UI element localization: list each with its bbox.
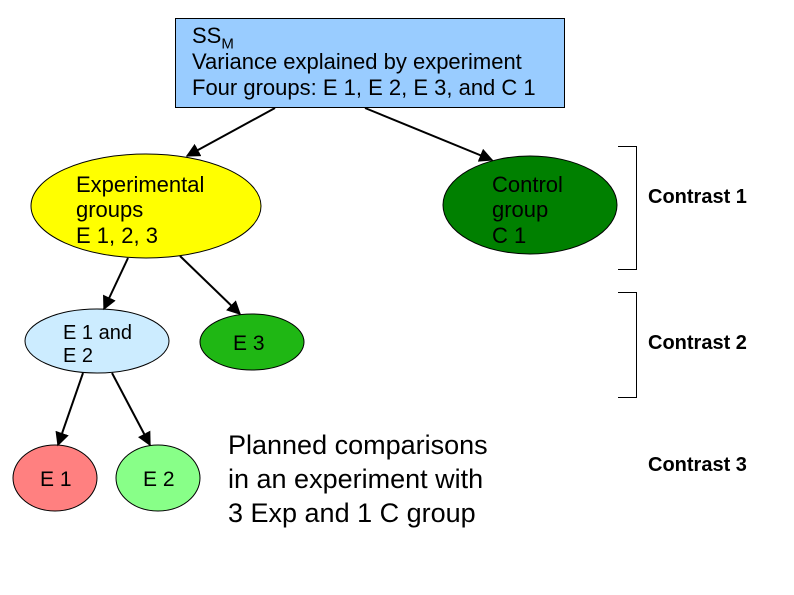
ellipse-exp-text: ExperimentalgroupsE 1, 2, 3	[76, 172, 204, 248]
bracket-contrast-1	[618, 146, 637, 270]
ellipse-e12-text: E 1 andE 2	[63, 322, 132, 368]
bracket-contrast-2	[618, 292, 637, 398]
contrast-2-label: Contrast 2	[648, 332, 747, 355]
e12-to-e1	[58, 373, 83, 445]
contrast-3-label: Contrast 3	[648, 454, 747, 477]
ssm-title-ss: SS	[192, 23, 221, 48]
exp-to-e3	[180, 256, 240, 314]
exp-to-e12	[104, 258, 128, 309]
ssm-title-box: SSM Variance explained by experiment Fou…	[175, 18, 565, 108]
contrast-1-label: Contrast 1	[648, 186, 747, 209]
ssm-to-ctrl	[365, 108, 492, 160]
ellipse-ctrl-text: ControlgroupC 1	[492, 172, 563, 248]
ellipse-e1-text: E 1	[40, 468, 72, 492]
summary-text: Planned comparisonsin an experiment with…	[228, 428, 488, 530]
ssm-to-exp	[187, 108, 275, 156]
e12-to-e2	[112, 373, 150, 445]
ssm-title-l3: Four groups: E 1, E 2, E 3, and C 1	[192, 75, 536, 101]
ellipse-e2-text: E 2	[143, 468, 175, 492]
ellipse-e3-text: E 3	[233, 332, 265, 356]
ssm-title-l2: Variance explained by experiment	[192, 49, 522, 75]
